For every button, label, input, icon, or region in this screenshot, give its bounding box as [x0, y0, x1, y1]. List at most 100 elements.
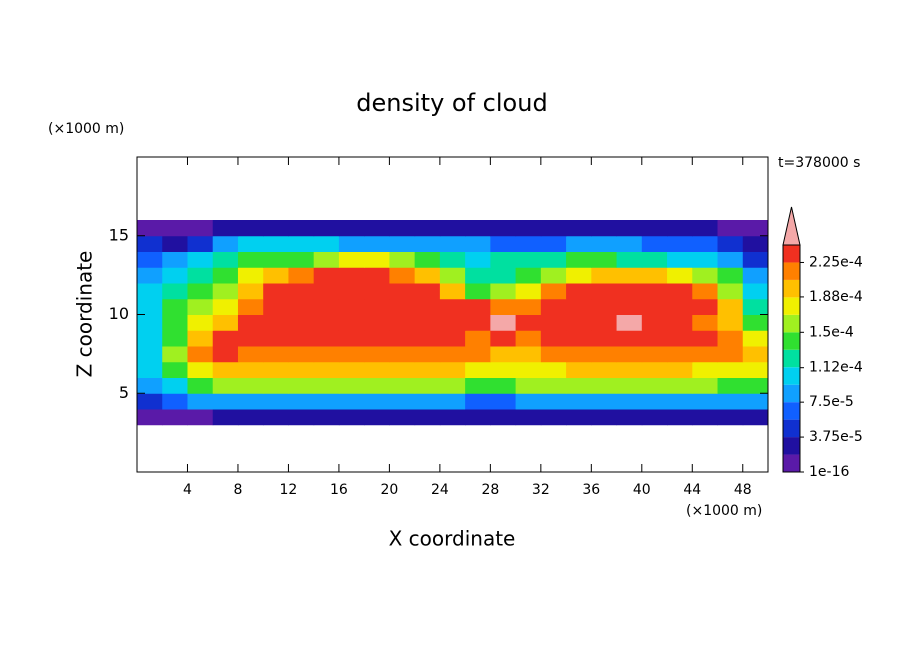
- contour-cell: [641, 220, 668, 237]
- contour-cell: [515, 393, 542, 410]
- contour-cell: [288, 267, 315, 284]
- x-tick-label: 24: [431, 482, 449, 498]
- contour-cell: [490, 235, 517, 252]
- x-tick-label: 16: [330, 482, 348, 498]
- contour-cell: [490, 393, 517, 410]
- contour-cell: [389, 235, 416, 252]
- colorbar-band: [783, 454, 800, 472]
- contour-cell: [591, 298, 618, 315]
- contour-cell: [364, 251, 390, 268]
- contour-cell: [515, 220, 542, 237]
- contour-cell: [591, 393, 618, 410]
- contour-cell: [591, 361, 618, 378]
- contour-cell: [692, 314, 719, 331]
- y-tick-label: 15: [109, 225, 129, 244]
- colorbar-band: [783, 262, 800, 280]
- contour-cell: [439, 235, 466, 252]
- contour-cell: [414, 220, 441, 237]
- contour-cell: [465, 283, 491, 300]
- contour-cell: [187, 409, 214, 426]
- contour-cell: [667, 346, 693, 363]
- contour-cell: [465, 267, 491, 284]
- contour-cell: [237, 220, 264, 237]
- contour-cell: [591, 314, 618, 331]
- contour-cell: [667, 361, 693, 378]
- contour-cell: [742, 393, 769, 410]
- contour-cell: [439, 251, 466, 268]
- contour-cell: [313, 393, 340, 410]
- colorbar-frame: [782, 244, 801, 473]
- contour-cell: [414, 298, 441, 315]
- contour-cell: [465, 361, 491, 378]
- contour-cell: [187, 330, 214, 347]
- x-tick-label: 40: [633, 482, 651, 498]
- contour-cell: [591, 251, 618, 268]
- contour-cell: [641, 409, 668, 426]
- colorbar-band: [783, 419, 800, 438]
- contour-cell: [338, 393, 365, 410]
- contour-cell: [717, 361, 744, 378]
- contour-cell: [313, 377, 340, 394]
- contour-cell: [515, 409, 542, 426]
- contour-cell: [667, 409, 693, 426]
- contour-cell: [641, 346, 668, 363]
- contour-cell: [137, 409, 163, 426]
- colorbar-band: [783, 349, 800, 368]
- contour-cell: [389, 346, 416, 363]
- x-tick-label: 12: [280, 482, 298, 498]
- contour-cell: [237, 267, 264, 284]
- x-axis-label: X coordinate: [389, 527, 516, 551]
- contour-cell: [490, 346, 517, 363]
- contour-cell: [237, 393, 264, 410]
- contour-cell: [237, 314, 264, 331]
- contour-cell: [540, 377, 567, 394]
- contour-cell: [591, 235, 618, 252]
- contour-cell: [540, 220, 567, 237]
- contour-cell: [212, 251, 239, 268]
- contour-cell: [566, 314, 592, 331]
- contour-cell: [566, 330, 592, 347]
- contour-cell: [187, 283, 214, 300]
- contour-cell: [414, 267, 441, 284]
- contour-cell: [313, 314, 340, 331]
- contour-cell: [288, 314, 315, 331]
- contour-cell: [137, 267, 163, 284]
- contour-cell: [237, 283, 264, 300]
- contour-cell: [540, 314, 567, 331]
- contour-cell: [439, 409, 466, 426]
- colorbar-tick-label: 3.75e-5: [809, 429, 863, 445]
- contour-cell: [212, 298, 239, 315]
- contour-cell: [313, 235, 340, 252]
- contour-cell: [364, 361, 390, 378]
- x-tick-label: 8: [233, 482, 242, 498]
- contour-cell: [187, 298, 214, 315]
- contour-cell: [641, 298, 668, 315]
- contour-cell: [591, 267, 618, 284]
- contour-cell: [389, 330, 416, 347]
- contour-cell: [692, 220, 719, 237]
- contour-cell: [263, 298, 289, 315]
- contour-cell: [616, 267, 643, 284]
- contour-cell: [364, 377, 390, 394]
- contour-cell: [313, 409, 340, 426]
- contour-cell: [237, 251, 264, 268]
- chart-title: density of cloud: [356, 89, 547, 117]
- contour-cell: [566, 361, 592, 378]
- colorbar-band: [783, 402, 800, 420]
- contour-cell: [566, 393, 592, 410]
- contour-cell: [465, 377, 491, 394]
- contour-cell: [162, 251, 188, 268]
- contour-cell: [667, 298, 693, 315]
- contour-cell: [515, 330, 542, 347]
- contour-cell: [616, 251, 643, 268]
- contour-cell: [338, 267, 365, 284]
- contour-cell: [212, 220, 239, 237]
- contour-cell: [616, 409, 643, 426]
- x-tick-label: 36: [582, 482, 600, 498]
- contour-cell: [414, 235, 441, 252]
- contour-cell: [313, 267, 340, 284]
- colorbar-tick-label: 1.12e-4: [809, 360, 863, 376]
- contour-cell: [263, 330, 289, 347]
- contour-cell: [288, 346, 315, 363]
- contour-cell: [288, 409, 315, 426]
